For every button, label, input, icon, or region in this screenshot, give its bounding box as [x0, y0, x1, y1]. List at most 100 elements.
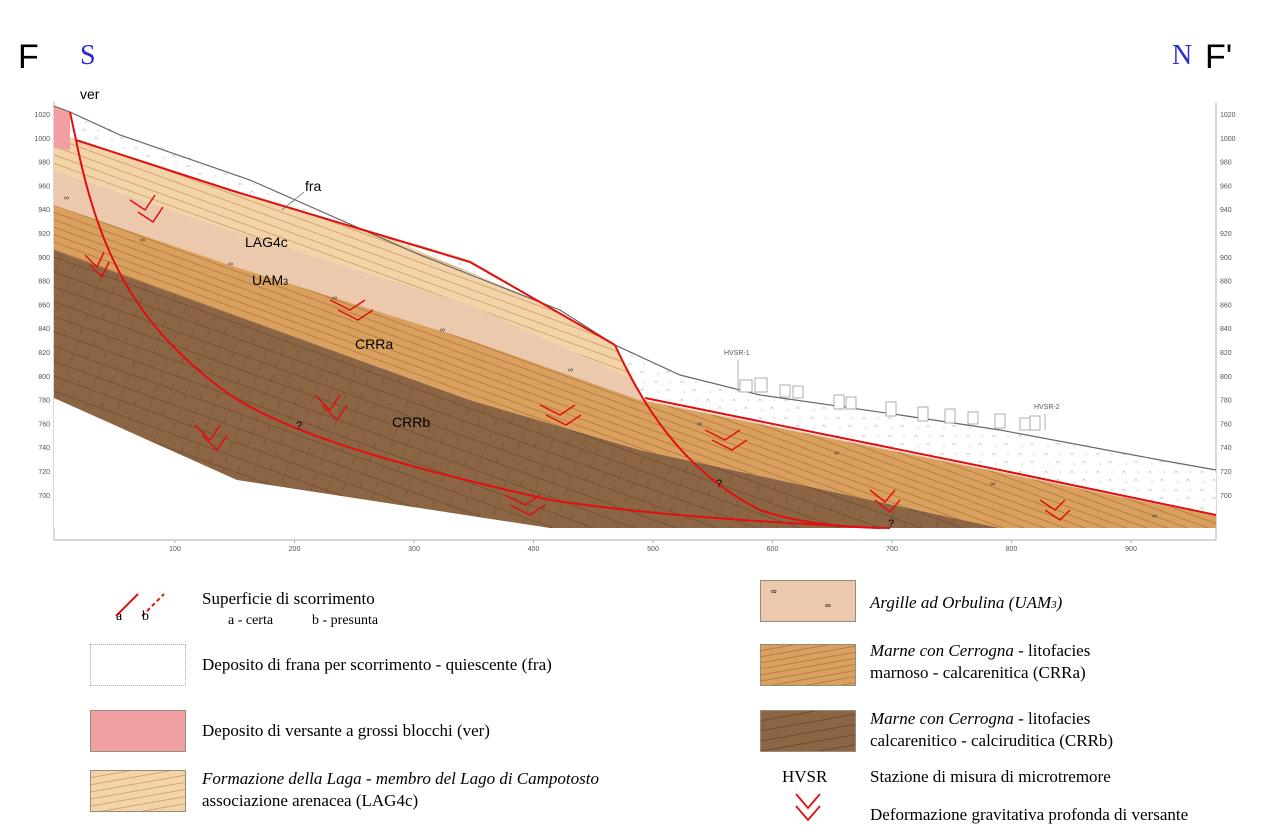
- fossil-symbol: ∞: [825, 601, 831, 610]
- crrb-unit: [54, 250, 1000, 528]
- y-tick-label-left: 740: [38, 445, 50, 452]
- y-tick-label-right: 880: [1220, 279, 1232, 286]
- x-tick-label: 300: [408, 546, 420, 553]
- y-tick-label-left: 820: [38, 350, 50, 357]
- label-uam3: UAM3: [252, 272, 288, 288]
- fossil-markers: ∞ ∞ ∞ ∞ ∞ ∞ ∞ ∞ ∞ ∞: [64, 195, 1157, 520]
- slip-key-a: a: [116, 609, 123, 624]
- swatch-lag4c: [90, 770, 186, 812]
- legend-fra: Deposito di frana per scorrimento - quie…: [202, 655, 552, 674]
- y-tick-label-left: 920: [38, 231, 50, 238]
- x-ticks: 100 200 300 400 500 600 700 800 900: [169, 540, 1137, 553]
- dgpv-chevron: [704, 429, 748, 451]
- swatch-fra: [90, 644, 186, 686]
- legend-crra-rest: - litofacies: [1013, 641, 1091, 660]
- dgpv-chevron: [869, 489, 901, 514]
- y-tick-label-right: 760: [1220, 421, 1232, 428]
- legend-dgpv: Deformazione gravitativa profonda di ver…: [870, 805, 1189, 824]
- fossil-symbol: ∞: [697, 421, 702, 428]
- dgpv-chevron: [314, 394, 348, 422]
- fra-unit: [70, 112, 1216, 515]
- x-tick-label: 500: [647, 546, 659, 553]
- y-tick-label-right: 780: [1220, 398, 1232, 405]
- slip-surface-upper: [75, 139, 616, 346]
- dgpv-chevron: [194, 424, 228, 452]
- station-label-hvsr1: HVSR-1: [724, 350, 750, 357]
- dgpv-markers: [84, 194, 1071, 521]
- y-tick-label-right: 720: [1220, 469, 1232, 476]
- slip-surface-lower: [614, 344, 891, 529]
- fossil-symbol: ∞: [332, 295, 337, 302]
- legend-crrb-rest: - litofacies: [1013, 709, 1091, 728]
- station-label-hvsr2: HVSR-2: [1034, 404, 1060, 411]
- crrb-lower-cut: [54, 398, 550, 528]
- y-tick-label-left: 1000: [34, 136, 50, 143]
- legend-slip-title: Superficie di scorrimento: [202, 589, 375, 608]
- legend-uam: Argille ad Orbulina (UAM3): [870, 592, 1062, 616]
- uncertain-mark: ?: [716, 478, 723, 490]
- dgpv-chevron: [84, 251, 110, 279]
- y-tick-label-right: 1020: [1220, 112, 1236, 119]
- y-tick-label-right: 700: [1220, 493, 1232, 500]
- fossil-symbol: ∞: [834, 450, 839, 457]
- legend-crra-italic: Marne con Cerrogna: [870, 641, 1014, 660]
- crra-unit: [54, 205, 1216, 528]
- fossil-symbol: ∞: [568, 367, 573, 374]
- label-ver: ver: [80, 86, 100, 102]
- legend-crrb-line1: Marne con Cerrogna - litofacies: [870, 708, 1090, 730]
- legend-uam-sub: 3: [1051, 599, 1057, 611]
- y-tick-label-right: 920: [1220, 231, 1232, 238]
- legend-crrb-italic: Marne con Cerrogna: [870, 709, 1014, 728]
- legend-hvsr-key: HVSR: [782, 767, 828, 786]
- buildings: [739, 377, 1041, 431]
- slip-surface-main: [69, 111, 881, 529]
- fossil-symbol: ∞: [140, 237, 145, 244]
- fossil-symbol: ∞: [771, 587, 777, 596]
- section-right-label: F': [1205, 38, 1233, 76]
- section-left-orientation: S: [80, 40, 96, 71]
- dgpv-chevron: [539, 404, 582, 426]
- label-lag4c: LAG4c: [245, 234, 288, 250]
- dgpv-key: [795, 793, 821, 822]
- legend-lag-italic: Formazione della Laga - membro del Lago …: [202, 769, 599, 788]
- legend-slip-b: b - presunta: [312, 613, 379, 628]
- y-ticks-left: 1020 1000 980 960 940 920 900 880 860 840 820 800 78…: [34, 112, 50, 500]
- legend-uam-text: Argille ad Orbulina (UAM: [870, 593, 1052, 612]
- fossil-symbol: ∞: [990, 481, 995, 488]
- dgpv-chevron: [329, 299, 374, 321]
- swatch-crrb: [760, 710, 856, 752]
- y-tick-label-right: 960: [1220, 183, 1232, 190]
- x-tick-label: 600: [767, 546, 779, 553]
- y-tick-label-right: 840: [1220, 326, 1232, 333]
- x-tick-label: 900: [1125, 546, 1137, 553]
- fossil-symbol: ∞: [440, 327, 445, 334]
- y-ticks-right: 1020 1000 980 960 940 920 900 880 860 840 820 800 78…: [1220, 112, 1236, 500]
- y-tick-label-right: 740: [1220, 445, 1232, 452]
- x-tick-label: 200: [289, 546, 301, 553]
- y-tick-label-left: 720: [38, 469, 50, 476]
- lag-unit: [54, 132, 1216, 515]
- uncertain-mark: ?: [888, 518, 895, 530]
- y-tick-label-right: 1000: [1220, 136, 1236, 143]
- swatch-ver: [90, 710, 186, 752]
- y-tick-label-right: 820: [1220, 350, 1232, 357]
- fossil-symbol: ∞: [64, 195, 69, 202]
- dgpv-chevron: [129, 194, 164, 224]
- section-svg: ∞ ∞ ∞ ∞ ∞ ∞ ∞ ∞ ∞ ∞ 1020 1000 980 960 940 920…: [34, 102, 1236, 553]
- legend-lag-line1: Formazione della Laga - membro del Lago …: [202, 768, 599, 790]
- fra-leader: [281, 191, 305, 211]
- y-tick-label-right: 900: [1220, 255, 1232, 262]
- y-tick-label-left: 940: [38, 207, 50, 214]
- x-tick-label: 400: [528, 546, 540, 553]
- y-tick-label-right: 980: [1220, 160, 1232, 167]
- legend-uam-close: ): [1056, 593, 1063, 612]
- fossil-symbol: ∞: [1152, 513, 1157, 520]
- x-tick-label: 100: [169, 546, 181, 553]
- y-tick-label-left: 980: [38, 160, 50, 167]
- y-tick-label-left: 760: [38, 421, 50, 428]
- legend-lag-line2: associazione arenacea (LAG4c): [202, 791, 419, 810]
- x-tick-label: 700: [886, 546, 898, 553]
- ver-unit: [54, 106, 70, 150]
- y-tick-label-right: 940: [1220, 207, 1232, 214]
- legend-crra-line2: marnoso - calcarenitica (CRRa): [870, 663, 1086, 682]
